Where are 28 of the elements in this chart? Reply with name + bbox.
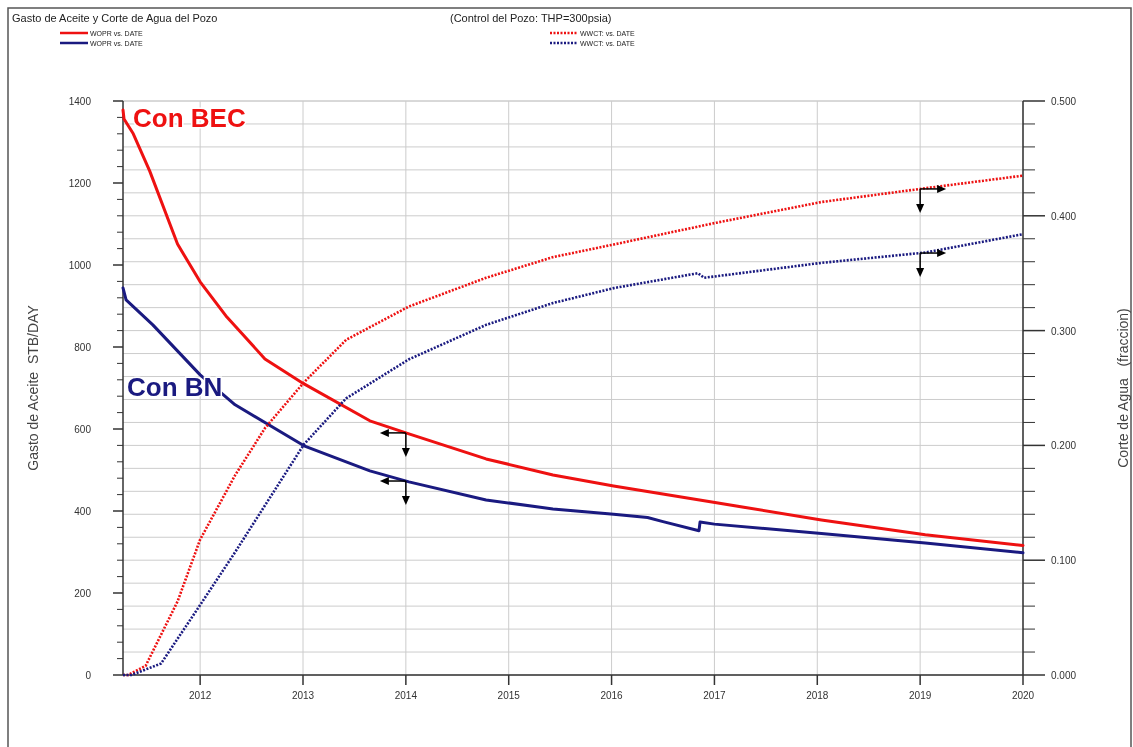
- y2-tick-label: 0.400: [1051, 210, 1077, 222]
- chart-title: Gasto de Aceite y Corte de Agua del Pozo: [12, 12, 218, 24]
- y2-tick-label: 0.200: [1051, 440, 1077, 452]
- x-tick-label: 2013: [291, 690, 315, 701]
- x-tick-label: 2014: [394, 690, 418, 701]
- y2-tick-label: 0.500: [1051, 96, 1077, 107]
- x-tick-label: 2012: [189, 690, 212, 701]
- y2-tick-label: 0.300: [1051, 325, 1077, 337]
- y2-axis-title: Corte de Agua (fraccion): [1115, 308, 1131, 468]
- y-tick-label: 1400: [68, 96, 92, 107]
- y2-tick-label: 0.000: [1051, 670, 1077, 681]
- annotation: Con BEC: [133, 103, 246, 133]
- x-tick-label: 2017: [703, 690, 726, 701]
- y-tick-label: 200: [74, 588, 92, 599]
- y-tick-label: 600: [74, 424, 92, 435]
- y-tick-label: 1200: [68, 178, 92, 189]
- x-tick-label: 2020: [1011, 690, 1035, 701]
- y-tick-label: 0: [85, 670, 92, 681]
- x-tick-label: 2016: [600, 690, 624, 701]
- chart-subtitle: (Control del Pozo: THP=300psia): [450, 12, 612, 24]
- y-tick-label: 1000: [68, 260, 92, 271]
- y-axis-title: Gasto de Aceite STB/DAY: [25, 304, 41, 471]
- x-tick-label: 2015: [497, 690, 521, 701]
- y2-tick-label: 0.100: [1051, 555, 1077, 567]
- x-tick-label: 2019: [909, 690, 932, 701]
- y-tick-label: 800: [74, 342, 92, 353]
- y-tick-label: 400: [74, 506, 92, 517]
- x-tick-label: 2018: [806, 690, 829, 701]
